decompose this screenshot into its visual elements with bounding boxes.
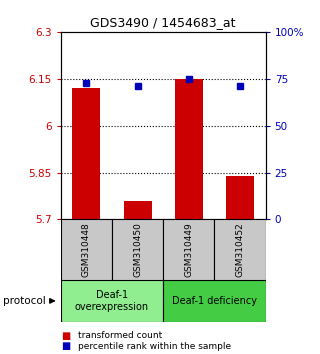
- Text: GSM310452: GSM310452: [236, 222, 244, 277]
- Bar: [72, 88, 100, 219]
- Bar: [226, 176, 254, 219]
- Bar: [112, 219, 163, 280]
- Bar: [163, 280, 266, 322]
- Text: ■: ■: [61, 331, 70, 341]
- Bar: [175, 79, 203, 219]
- Text: GSM310449: GSM310449: [184, 222, 193, 277]
- Text: GSM310448: GSM310448: [82, 222, 91, 277]
- Text: Deaf-1
overexpression: Deaf-1 overexpression: [75, 290, 149, 312]
- Bar: [61, 280, 163, 322]
- Text: GSM310450: GSM310450: [133, 222, 142, 277]
- Text: protocol: protocol: [3, 296, 46, 306]
- Bar: [214, 219, 266, 280]
- Text: ■: ■: [61, 341, 70, 351]
- Bar: [61, 219, 112, 280]
- Text: percentile rank within the sample: percentile rank within the sample: [78, 342, 232, 351]
- Bar: [163, 219, 214, 280]
- Title: GDS3490 / 1454683_at: GDS3490 / 1454683_at: [91, 16, 236, 29]
- Text: transformed count: transformed count: [78, 331, 163, 340]
- Bar: [124, 201, 152, 219]
- Text: Deaf-1 deficiency: Deaf-1 deficiency: [172, 296, 257, 306]
